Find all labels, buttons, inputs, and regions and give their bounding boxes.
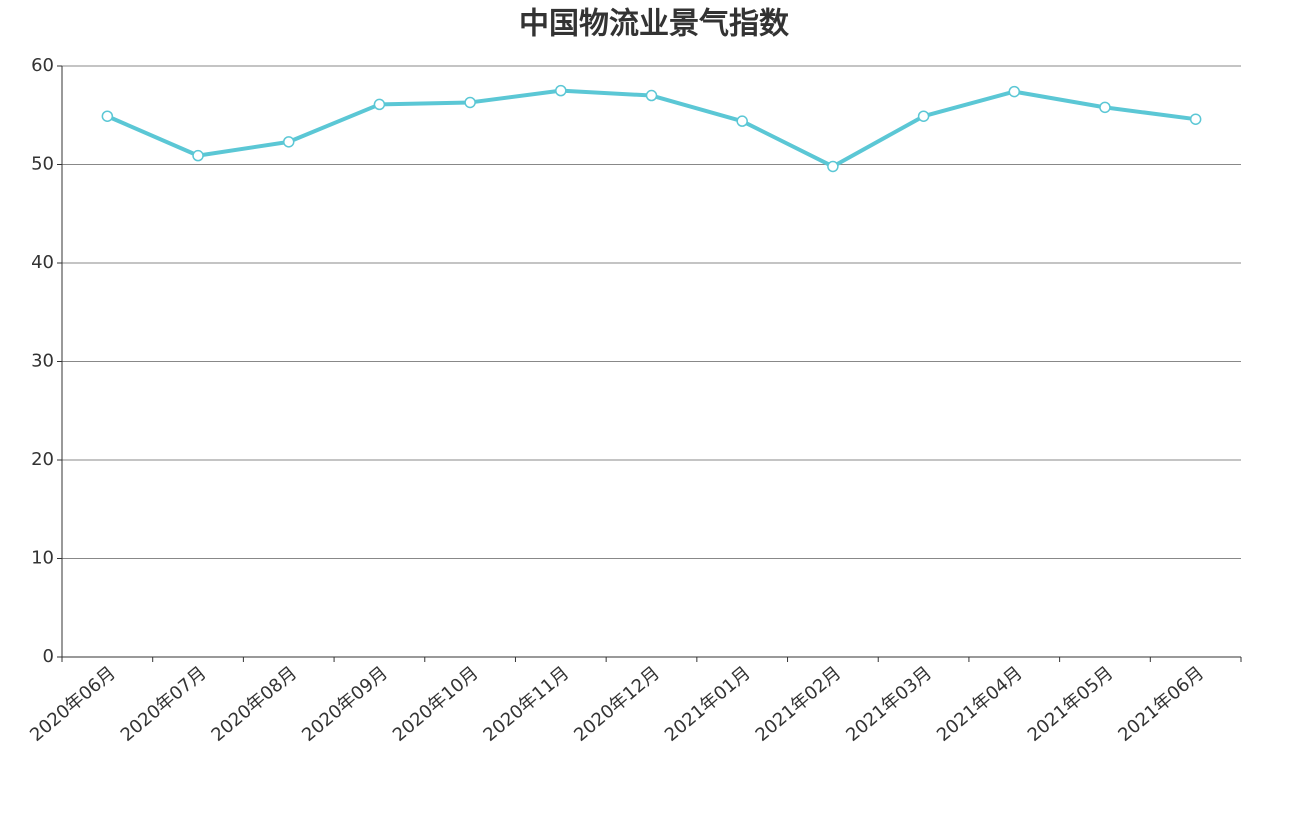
x-tick-label: 2021年05月: [1024, 663, 1118, 746]
point: [464, 96, 476, 109]
chart-title: 中国物流业景气指数: [519, 7, 790, 42]
point: [645, 89, 658, 102]
y-tick-label: 60: [31, 55, 54, 76]
point: [192, 149, 204, 162]
y-tick-label: 50: [31, 154, 54, 175]
y-tick-label: 40: [31, 252, 54, 273]
y-tick-label: 30: [31, 351, 54, 372]
point: [555, 84, 567, 97]
point: [827, 160, 839, 173]
point: [282, 136, 295, 148]
series-line: [106, 88, 1196, 169]
x-tick-label: 2021年03月: [842, 663, 936, 746]
x-tick-label: 2020年12月: [570, 663, 664, 746]
x-tick-label: 2020年09月: [298, 663, 392, 746]
x-tick-label: 2020年10月: [389, 663, 483, 746]
x-tick-label: 2021年04月: [933, 663, 1027, 746]
x-tick-label: 2020年11月: [480, 663, 574, 746]
point: [101, 110, 114, 122]
x-tick-label: 2021年02月: [752, 663, 846, 746]
x-tick-label: 2020年07月: [117, 663, 211, 746]
x-tick-label: 2021年06月: [1114, 663, 1208, 746]
y-tick-label: 20: [31, 449, 54, 470]
point: [1008, 85, 1021, 98]
point: [1189, 113, 1202, 125]
y-tick-label: 0: [43, 646, 54, 667]
y-tick-label: 10: [31, 548, 54, 569]
point: [1099, 101, 1111, 114]
x-tick-label: 2020年06月: [26, 663, 120, 746]
x-tick-label: 2020年08月: [207, 663, 301, 746]
point: [373, 98, 386, 111]
point: [917, 110, 930, 122]
point: [736, 115, 748, 127]
x-tick-label: 2021年01月: [661, 663, 755, 746]
